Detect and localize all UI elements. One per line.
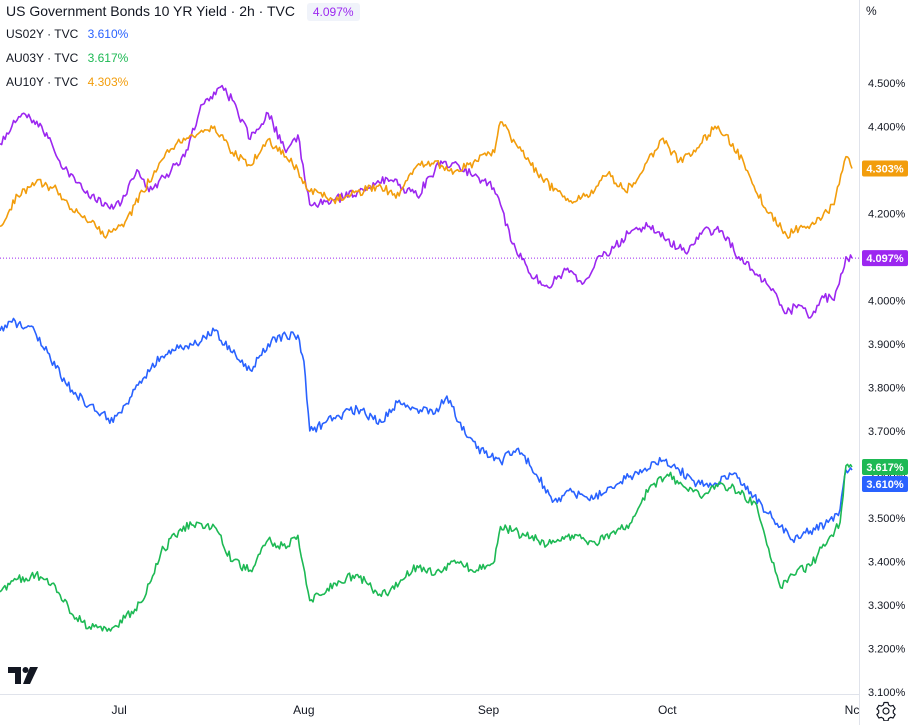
badge-value: 3.617% bbox=[866, 462, 904, 474]
price-axis[interactable]: 4.500%4.400%4.300%4.200%4.100%4.000%3.90… bbox=[859, 0, 906, 725]
badge-au03y: 3.617% bbox=[862, 459, 908, 476]
badge-value: 4.097% bbox=[866, 253, 904, 265]
legend-main-series[interactable]: US Government Bonds 10 YR Yield · 2h · T… bbox=[6, 0, 566, 22]
series-line-us02y bbox=[0, 317, 853, 544]
y-tick-label: 4.000% bbox=[868, 295, 906, 307]
legend-series-value: 4.303% bbox=[87, 75, 129, 89]
y-tick-label: 3.400% bbox=[868, 556, 906, 568]
x-tick-label: Nc bbox=[845, 703, 860, 717]
legend: US Government Bonds 10 YR Yield · 2h · T… bbox=[6, 0, 566, 94]
x-tick-label: Sep bbox=[478, 703, 500, 717]
y-tick-label: 3.800% bbox=[868, 382, 906, 394]
legend-series-name: AU10Y · TVC bbox=[6, 75, 79, 89]
tradingview-logo-icon[interactable] bbox=[8, 664, 42, 686]
y-tick-label: 3.900% bbox=[868, 339, 906, 351]
x-tick-label: Aug bbox=[293, 703, 314, 717]
y-tick-label: 3.700% bbox=[868, 426, 906, 438]
chart-title: US Government Bonds 10 YR Yield · 2h · T… bbox=[6, 3, 295, 19]
x-tick-label: Oct bbox=[658, 703, 677, 717]
legend-series-value: 3.617% bbox=[87, 51, 129, 65]
y-tick-label: 3.300% bbox=[868, 600, 906, 612]
badge-background bbox=[862, 160, 908, 177]
y-tick-label: 3.200% bbox=[868, 643, 906, 655]
badge-value: 3.610% bbox=[866, 479, 904, 491]
badge-background bbox=[862, 459, 908, 476]
badge-au10y: 4.303% bbox=[862, 160, 908, 177]
legend-series-us02y[interactable]: US02Y · TVC 3.610% bbox=[6, 22, 566, 46]
legend-series-au03y[interactable]: AU03Y · TVC 3.617% bbox=[6, 46, 566, 70]
y-tick-label: 4.400% bbox=[868, 121, 906, 133]
series-line-au03y bbox=[0, 463, 853, 632]
badge-background bbox=[862, 476, 908, 493]
series-line-au10y bbox=[0, 121, 853, 239]
series-line-us10y bbox=[0, 84, 853, 319]
series-lines bbox=[0, 84, 853, 632]
legend-main-value: 4.097% bbox=[306, 3, 360, 21]
legend-series-au10y[interactable]: AU10Y · TVC 4.303% bbox=[6, 70, 566, 94]
legend-series-value: 3.610% bbox=[87, 27, 129, 41]
y-tick-label: 4.200% bbox=[868, 208, 906, 220]
badge-us02y: 3.610% bbox=[862, 476, 908, 493]
y-tick-label: 3.500% bbox=[868, 513, 906, 525]
badge-value: 4.303% bbox=[866, 163, 904, 175]
legend-series-name: US02Y · TVC bbox=[6, 27, 79, 41]
last-value-badges: 4.303% 4.097% 3.617% 3.610% bbox=[862, 160, 908, 493]
y-tick-label: 3.100% bbox=[868, 687, 906, 699]
badge-us10y: 4.097% bbox=[862, 250, 908, 267]
badge-background bbox=[862, 250, 908, 267]
settings-gear-icon[interactable] bbox=[876, 701, 896, 721]
x-tick-label: Jul bbox=[111, 703, 126, 717]
y-tick-label: 4.500% bbox=[868, 78, 906, 90]
legend-series-name: AU03Y · TVC bbox=[6, 51, 79, 65]
time-axis[interactable]: Jul Aug Sep Oct Nc bbox=[0, 694, 860, 718]
scale-mode-button[interactable]: % bbox=[866, 4, 877, 18]
